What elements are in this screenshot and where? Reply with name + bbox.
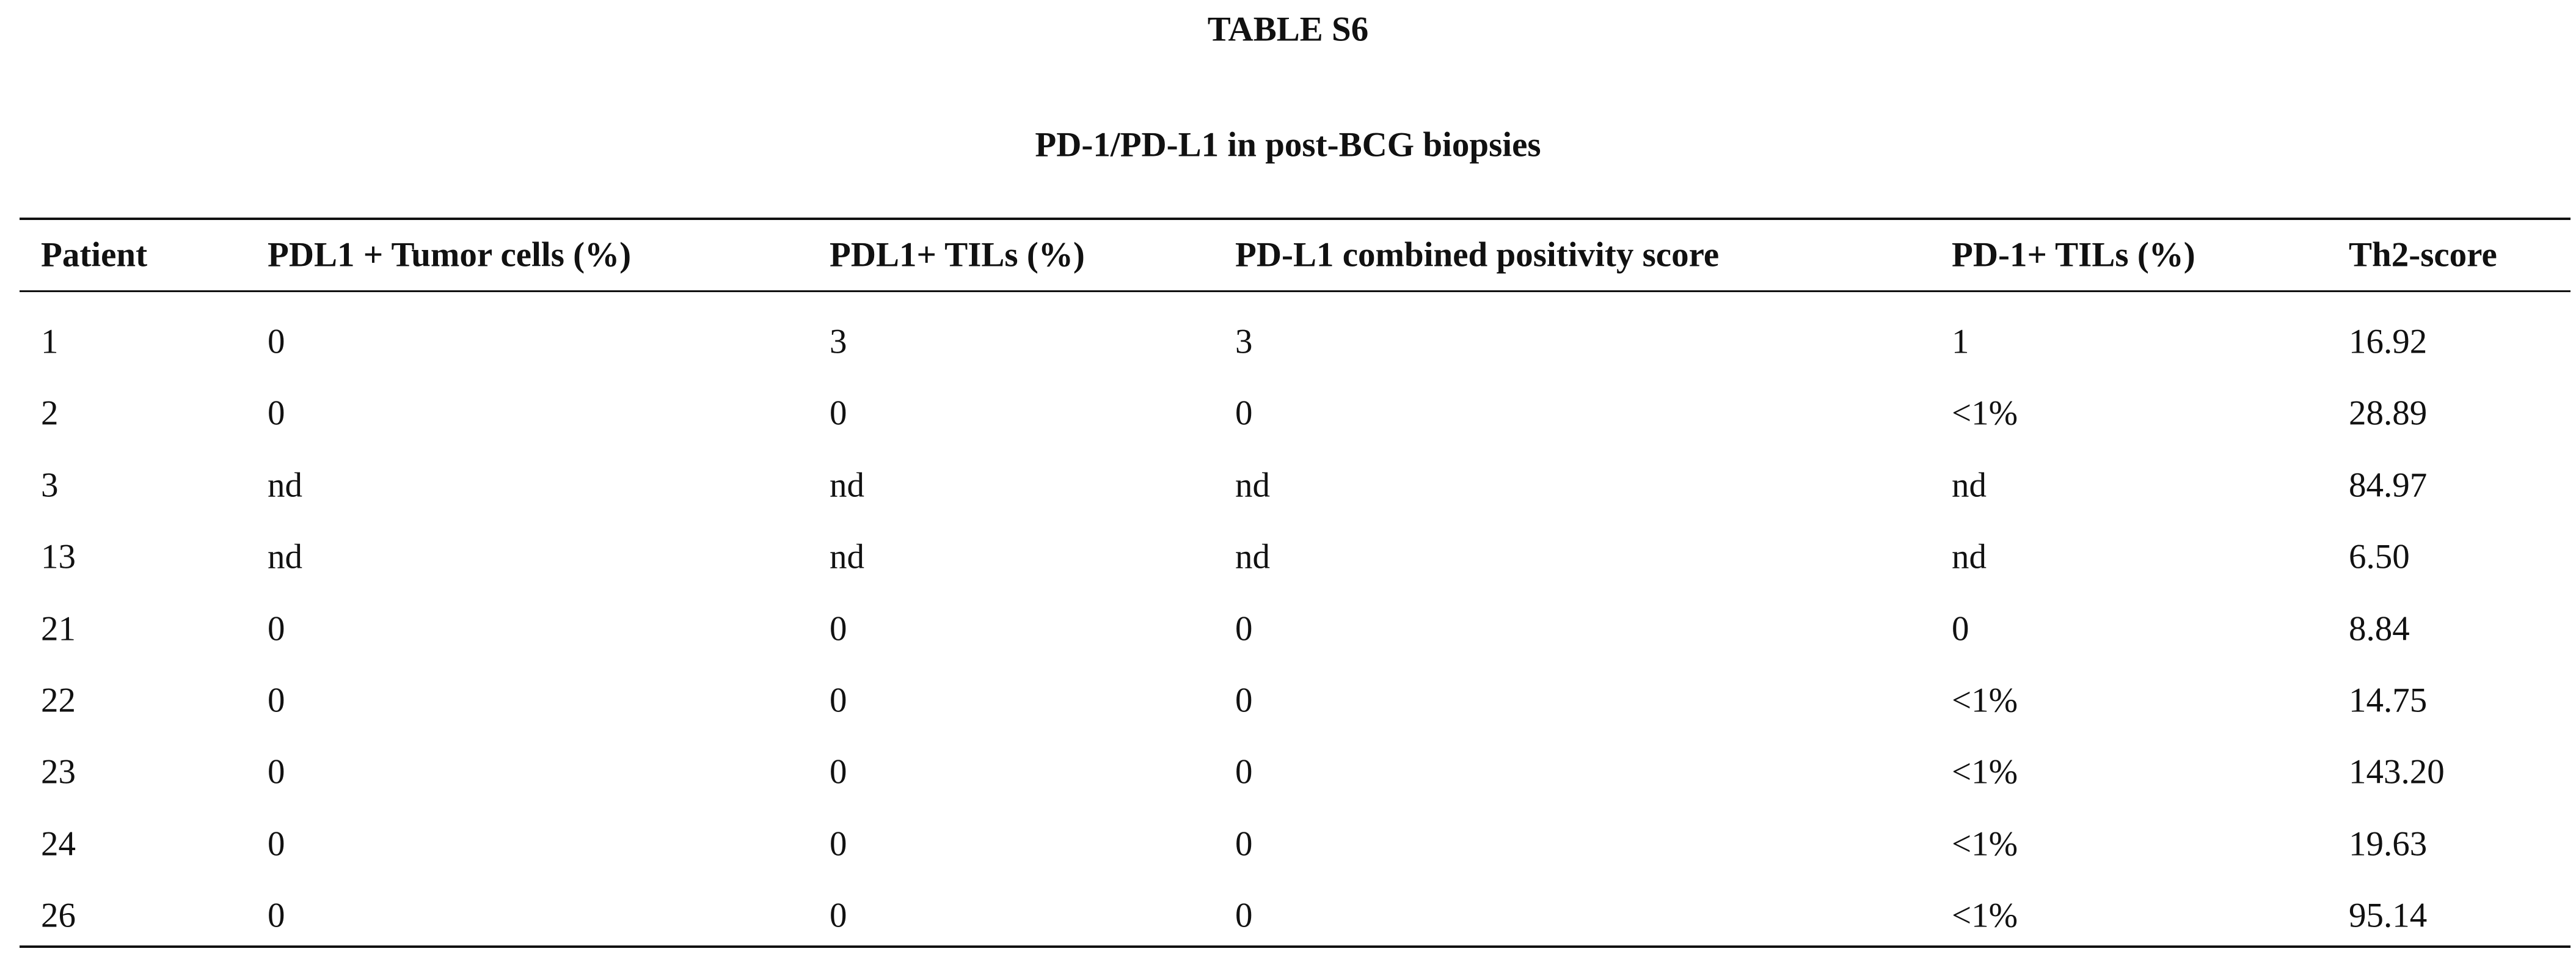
table-cell: 14.75: [2349, 681, 2428, 720]
column-header: PDL1+ TILs (%): [830, 235, 1085, 274]
table-cell: 0: [830, 394, 847, 433]
column-header: PDL1 + Tumor cells (%): [268, 235, 632, 274]
table-cell: 3: [41, 466, 59, 505]
table-cell: 0: [268, 752, 285, 791]
table-cell: 6.50: [2349, 537, 2410, 576]
table-cell: nd: [268, 537, 302, 576]
table-cell: nd: [830, 537, 864, 576]
table-cell: 95.14: [2349, 896, 2428, 935]
table-cell: 0: [268, 824, 285, 864]
table-cell: 23: [41, 752, 76, 791]
table-cell: <1%: [1952, 681, 2018, 720]
table-cell: 24: [41, 824, 76, 864]
table-cell: nd: [1952, 466, 1987, 505]
table-cell: 0: [1235, 609, 1253, 648]
table-cell: 28.89: [2349, 394, 2428, 433]
table-cell: 0: [268, 609, 285, 648]
table-cell: nd: [830, 466, 864, 505]
table-cell: <1%: [1952, 896, 2018, 935]
table-cell: 0: [1235, 394, 1253, 433]
table-cell: <1%: [1952, 394, 2018, 433]
header-rule: [20, 290, 2571, 292]
table-cell: nd: [1235, 466, 1270, 505]
table-cell: 143.20: [2349, 752, 2445, 791]
table-cell: <1%: [1952, 752, 2018, 791]
table-cell: nd: [268, 466, 302, 505]
table-cell: 0: [1235, 896, 1253, 935]
table-cell: 0: [268, 394, 285, 433]
table-cell: 84.97: [2349, 466, 2428, 505]
table-cell: 0: [1235, 824, 1253, 864]
table-cell: 1: [41, 322, 59, 361]
table-cell: 0: [268, 681, 285, 720]
table-cell: 0: [830, 609, 847, 648]
table-cell: 0: [1235, 752, 1253, 791]
table-cell: 0: [830, 752, 847, 791]
top-rule: [20, 218, 2571, 220]
column-header: Patient: [41, 235, 148, 274]
table-cell: 19.63: [2349, 824, 2428, 864]
table-cell: 13: [41, 537, 76, 576]
column-header: Th2-score: [2349, 235, 2497, 274]
table-cell: 16.92: [2349, 322, 2428, 361]
table-cell: 0: [268, 896, 285, 935]
table-cell: 21: [41, 609, 76, 648]
table-cell: 0: [1952, 609, 1969, 648]
table-cell: <1%: [1952, 824, 2018, 864]
table-subtitle: PD-1/PD-L1 in post-BCG biopsies: [1035, 125, 1541, 164]
table-cell: 1: [1952, 322, 1969, 361]
table-cell: 26: [41, 896, 76, 935]
table-cell: 0: [830, 896, 847, 935]
column-header: PD-L1 combined positivity score: [1235, 235, 1720, 274]
table-cell: 0: [1235, 681, 1253, 720]
table-cell: 0: [830, 824, 847, 864]
table-cell: 0: [268, 322, 285, 361]
table-cell: 3: [1235, 322, 1253, 361]
table-cell: nd: [1952, 537, 1987, 576]
bottom-rule: [20, 945, 2571, 948]
table-cell: 3: [830, 322, 847, 361]
table-cell: 0: [830, 681, 847, 720]
table-cell: 2: [41, 394, 59, 433]
table-cell: nd: [1235, 537, 1270, 576]
column-header: PD-1+ TILs (%): [1952, 235, 2195, 274]
table-cell: 8.84: [2349, 609, 2410, 648]
table-cell: 22: [41, 681, 76, 720]
table-title: TABLE S6: [1207, 10, 1369, 49]
